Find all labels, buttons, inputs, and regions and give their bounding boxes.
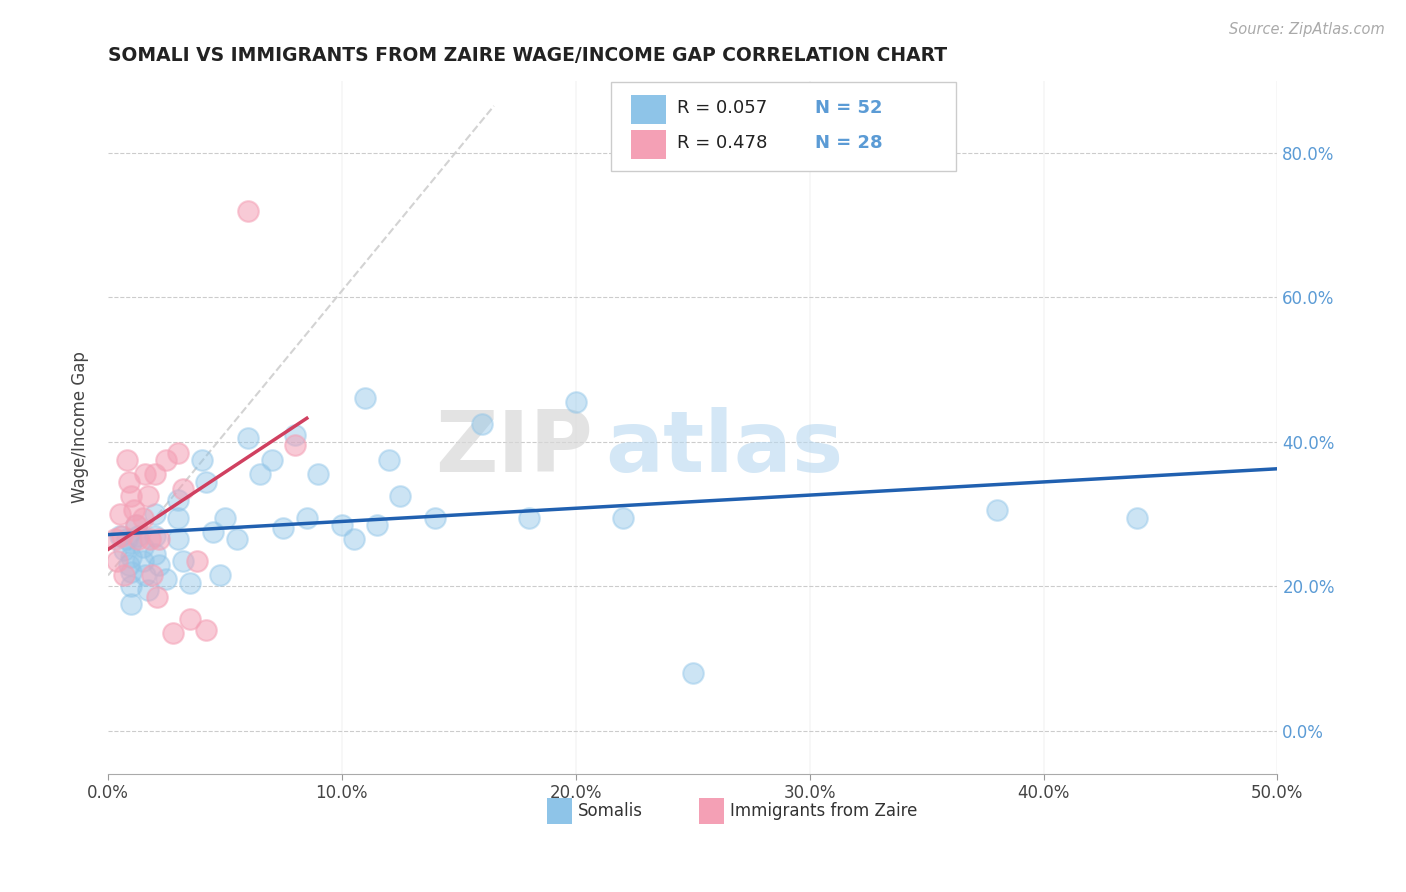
Point bbox=[682, 665, 704, 680]
Point bbox=[155, 453, 177, 467]
Point bbox=[105, 554, 128, 568]
Point bbox=[148, 533, 170, 547]
Text: R = 0.478: R = 0.478 bbox=[678, 134, 768, 152]
Point bbox=[342, 533, 364, 547]
Point bbox=[186, 554, 208, 568]
Point bbox=[179, 575, 201, 590]
Point bbox=[214, 510, 236, 524]
Point bbox=[143, 507, 166, 521]
Bar bbox=[631, 95, 666, 124]
Point bbox=[295, 510, 318, 524]
Point bbox=[162, 626, 184, 640]
Point bbox=[202, 524, 225, 539]
Point bbox=[134, 568, 156, 582]
Point bbox=[120, 579, 142, 593]
Point bbox=[225, 533, 247, 547]
Point bbox=[425, 510, 447, 524]
Point bbox=[172, 482, 194, 496]
Point bbox=[377, 453, 399, 467]
Point bbox=[120, 536, 142, 550]
Text: N = 52: N = 52 bbox=[815, 99, 883, 117]
Text: atlas: atlas bbox=[605, 407, 844, 490]
Point bbox=[517, 510, 540, 524]
Point bbox=[125, 517, 148, 532]
Point bbox=[127, 533, 149, 547]
Point bbox=[148, 558, 170, 572]
Point bbox=[120, 489, 142, 503]
Point bbox=[167, 510, 190, 524]
Point bbox=[167, 533, 190, 547]
Point bbox=[389, 489, 412, 503]
Point bbox=[118, 475, 141, 489]
Point bbox=[195, 623, 218, 637]
Point bbox=[190, 453, 212, 467]
Point bbox=[366, 517, 388, 532]
Text: N = 28: N = 28 bbox=[815, 134, 883, 152]
Point bbox=[249, 467, 271, 482]
Point bbox=[141, 568, 163, 582]
Point bbox=[209, 568, 232, 582]
Text: SOMALI VS IMMIGRANTS FROM ZAIRE WAGE/INCOME GAP CORRELATION CHART: SOMALI VS IMMIGRANTS FROM ZAIRE WAGE/INC… bbox=[108, 46, 948, 65]
Point bbox=[143, 467, 166, 482]
Point bbox=[108, 529, 131, 543]
Point bbox=[143, 547, 166, 561]
Point bbox=[112, 543, 135, 558]
Point bbox=[354, 392, 377, 406]
Point bbox=[111, 529, 134, 543]
Point bbox=[155, 572, 177, 586]
Point bbox=[260, 453, 283, 467]
Point bbox=[118, 558, 141, 572]
Point bbox=[127, 529, 149, 543]
Point bbox=[238, 431, 260, 445]
Point bbox=[284, 427, 307, 442]
Point bbox=[146, 590, 169, 604]
Point bbox=[172, 554, 194, 568]
Point bbox=[167, 445, 190, 459]
FancyBboxPatch shape bbox=[610, 82, 956, 170]
Point bbox=[612, 510, 634, 524]
Text: Source: ZipAtlas.com: Source: ZipAtlas.com bbox=[1229, 22, 1385, 37]
Point bbox=[132, 510, 155, 524]
Point bbox=[273, 521, 295, 535]
Point bbox=[115, 533, 138, 547]
Point bbox=[195, 475, 218, 489]
Point bbox=[1126, 510, 1149, 524]
Bar bbox=[547, 797, 572, 824]
Text: R = 0.057: R = 0.057 bbox=[678, 99, 768, 117]
Bar bbox=[699, 797, 724, 824]
Point bbox=[132, 554, 155, 568]
Point bbox=[986, 503, 1008, 517]
Point bbox=[564, 395, 586, 409]
Point bbox=[471, 417, 494, 431]
Point bbox=[132, 540, 155, 554]
Point bbox=[179, 612, 201, 626]
Text: Immigrants from Zaire: Immigrants from Zaire bbox=[730, 802, 918, 820]
Text: Somalis: Somalis bbox=[578, 802, 643, 820]
Bar bbox=[631, 130, 666, 159]
Point bbox=[136, 582, 159, 597]
Point bbox=[122, 503, 145, 517]
Point bbox=[120, 565, 142, 579]
Point bbox=[120, 550, 142, 565]
Point bbox=[115, 453, 138, 467]
Point bbox=[134, 467, 156, 482]
Point bbox=[284, 438, 307, 452]
Point bbox=[308, 467, 330, 482]
Point bbox=[104, 533, 127, 547]
Point bbox=[120, 597, 142, 611]
Point bbox=[125, 517, 148, 532]
Point bbox=[136, 489, 159, 503]
Point bbox=[238, 203, 260, 218]
Point bbox=[139, 533, 162, 547]
Y-axis label: Wage/Income Gap: Wage/Income Gap bbox=[72, 351, 89, 503]
Text: ZIP: ZIP bbox=[436, 407, 593, 490]
Point bbox=[330, 517, 353, 532]
Point bbox=[108, 507, 131, 521]
Point bbox=[143, 529, 166, 543]
Point bbox=[112, 568, 135, 582]
Point bbox=[167, 492, 190, 507]
